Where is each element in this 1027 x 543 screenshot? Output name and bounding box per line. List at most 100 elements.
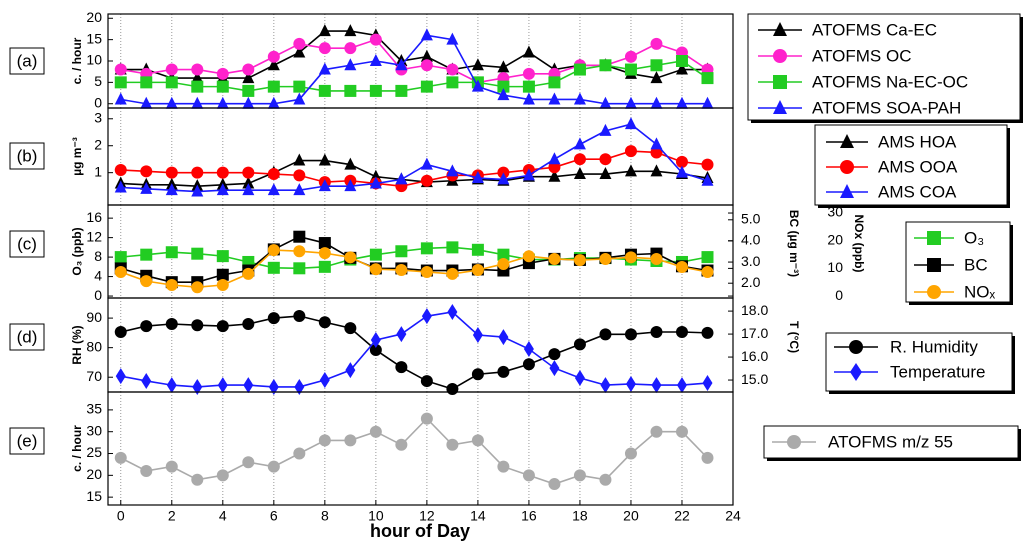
marker — [216, 183, 229, 196]
legend-marker — [773, 22, 787, 36]
marker — [599, 59, 612, 72]
marker — [548, 478, 561, 491]
marker — [675, 155, 688, 168]
legend-label: AMS COA — [878, 182, 957, 201]
marker — [242, 267, 255, 280]
marker — [395, 264, 408, 277]
marker — [548, 161, 561, 174]
marker — [191, 184, 204, 197]
marker — [498, 329, 509, 346]
marker — [446, 63, 459, 76]
marker — [650, 164, 663, 177]
x-tick-label: 10 — [368, 508, 384, 524]
y-tick-label: 0 — [94, 94, 102, 110]
marker — [293, 310, 306, 323]
marker — [549, 360, 560, 377]
marker — [701, 251, 714, 264]
marker — [420, 28, 433, 41]
marker — [396, 326, 407, 343]
marker — [166, 377, 177, 394]
marker — [293, 80, 306, 93]
marker — [115, 368, 126, 385]
series-line — [120, 60, 708, 92]
marker — [267, 50, 280, 63]
marker — [216, 250, 229, 263]
marker — [548, 76, 561, 89]
y-tick-label: 4 — [94, 267, 102, 283]
y2-axis-title: T (°C) — [787, 321, 801, 353]
marker — [140, 181, 153, 194]
y-axis-title: RH (%) — [70, 325, 84, 364]
marker — [344, 322, 357, 335]
marker — [216, 80, 229, 93]
marker — [293, 169, 306, 182]
panel-label-box — [9, 230, 45, 258]
marker — [395, 438, 408, 451]
x-tick-label: 16 — [521, 508, 537, 524]
legend-label: Temperature — [890, 362, 985, 381]
marker — [573, 92, 586, 105]
marker — [165, 460, 178, 473]
legend-label: ATOFMS SOA-PAH — [812, 98, 961, 117]
marker — [446, 383, 459, 396]
y2-tick-label: 3.0 — [741, 253, 761, 269]
marker — [446, 76, 459, 89]
marker — [293, 245, 306, 258]
x-tick-label: 12 — [419, 508, 435, 524]
marker — [420, 157, 433, 170]
legend-marker — [927, 258, 941, 272]
marker — [294, 378, 305, 395]
legend-marker — [840, 160, 854, 174]
marker — [191, 63, 204, 76]
marker — [522, 250, 535, 263]
series-line — [120, 38, 708, 84]
marker — [497, 88, 510, 101]
marker — [395, 361, 408, 374]
y-tick-label: 15 — [86, 30, 102, 46]
marker — [650, 59, 663, 72]
y-tick-label: 5 — [94, 73, 102, 89]
marker — [191, 247, 204, 260]
marker — [293, 37, 306, 50]
marker — [472, 327, 483, 344]
marker — [624, 145, 637, 158]
marker — [370, 332, 381, 349]
marker — [420, 80, 433, 93]
marker — [522, 168, 535, 181]
marker — [267, 244, 280, 257]
marker — [471, 264, 484, 277]
marker — [420, 174, 433, 187]
marker — [318, 179, 331, 192]
y-tick-label: 10 — [86, 52, 102, 68]
legend-box — [905, 221, 1011, 303]
x-tick-label: 24 — [725, 508, 741, 524]
marker — [369, 248, 382, 261]
legend-box — [747, 13, 1021, 121]
marker — [420, 265, 433, 278]
marker — [369, 425, 382, 438]
marker — [573, 153, 586, 166]
marker — [701, 451, 714, 464]
plot-frame — [107, 13, 734, 109]
panel-label: (b) — [17, 146, 38, 165]
marker — [600, 377, 611, 394]
marker — [702, 375, 713, 392]
marker — [318, 247, 331, 260]
marker — [216, 67, 229, 80]
marker — [242, 166, 255, 179]
marker — [497, 80, 510, 93]
marker — [471, 79, 484, 92]
marker — [599, 252, 612, 265]
marker — [267, 183, 280, 196]
marker — [497, 460, 510, 473]
marker — [573, 338, 586, 351]
legend-label: NOₓ — [964, 282, 996, 301]
marker — [497, 257, 510, 270]
series-line — [120, 315, 708, 390]
legend-label: ATOFMS Ca-EC — [812, 20, 937, 39]
marker — [242, 183, 255, 196]
marker — [242, 456, 255, 469]
marker — [497, 60, 510, 73]
marker — [369, 54, 382, 66]
